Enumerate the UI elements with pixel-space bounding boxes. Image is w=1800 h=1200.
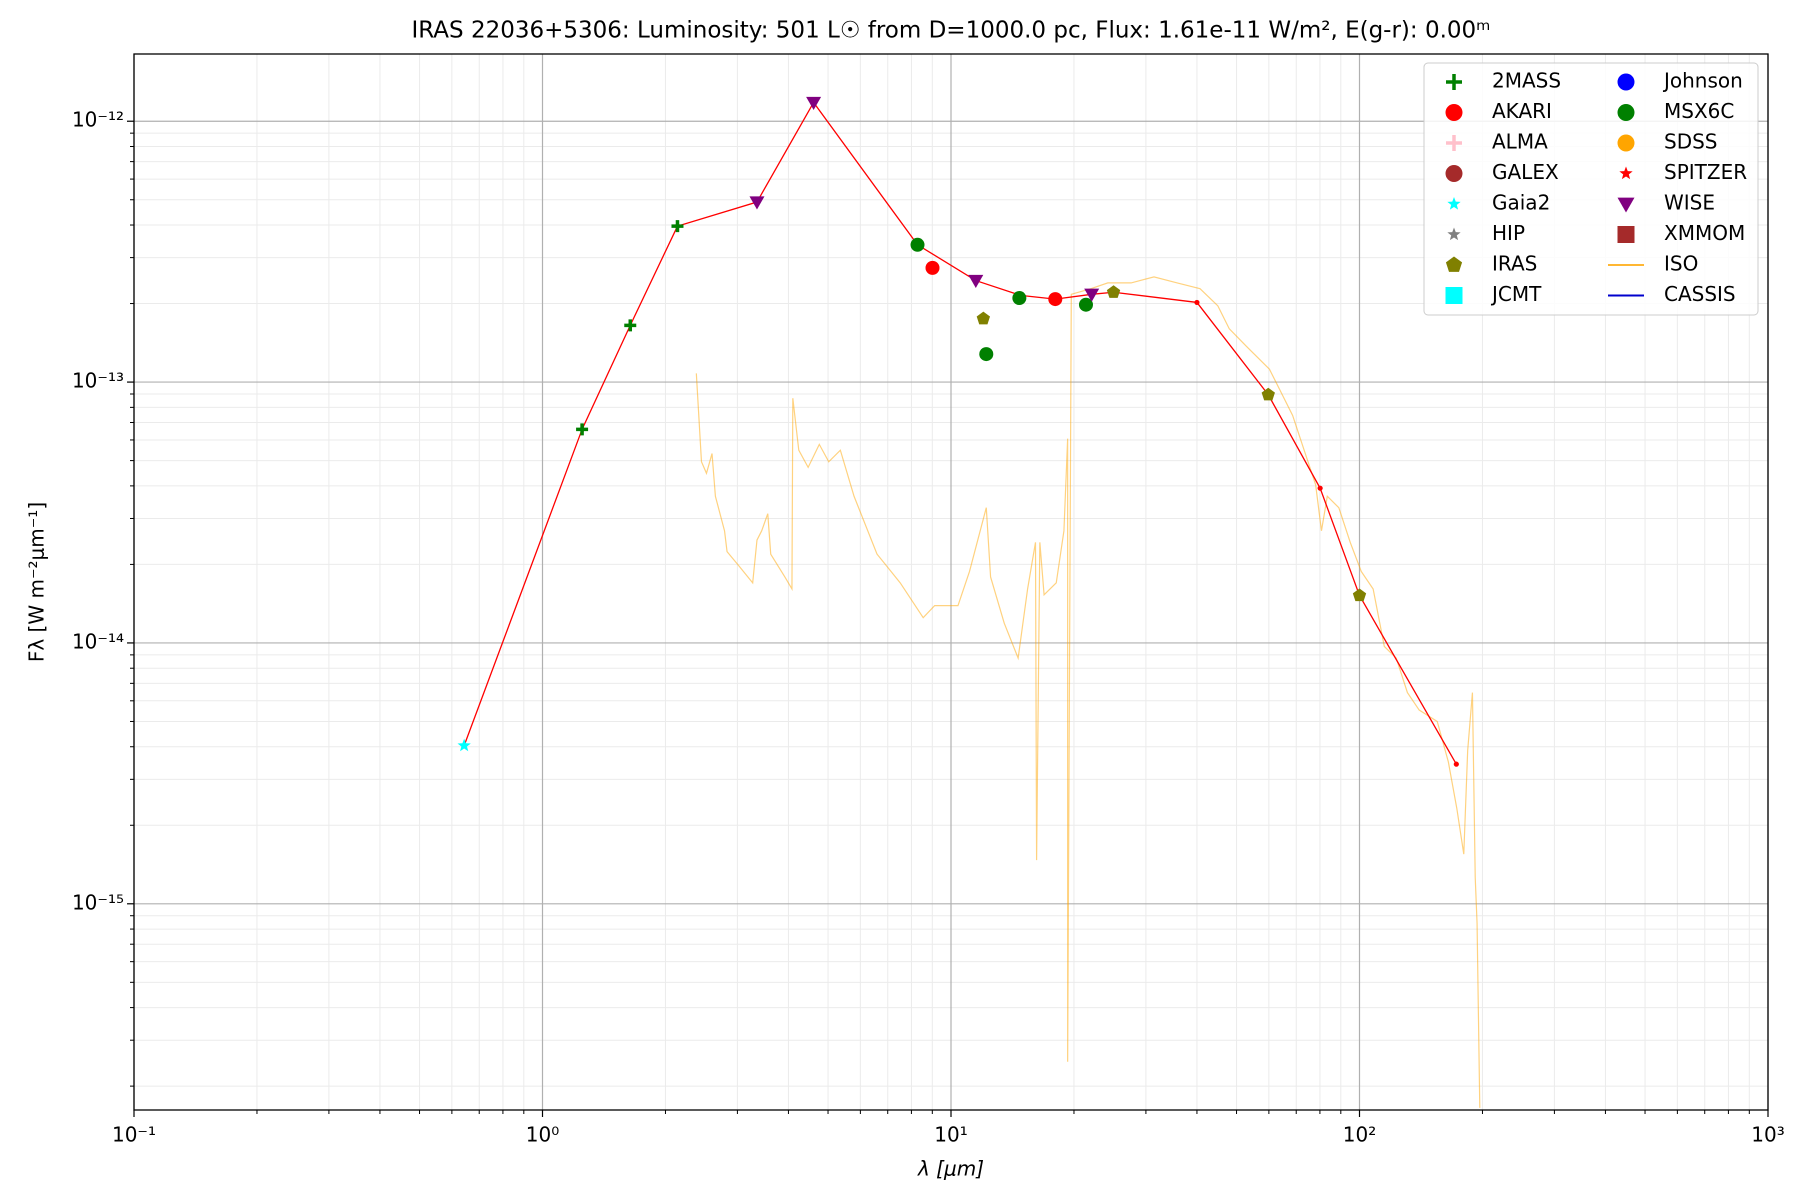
data-point xyxy=(925,260,940,275)
legend-marker xyxy=(1617,197,1635,213)
legend-label: HIP xyxy=(1492,221,1525,245)
legend-marker xyxy=(1446,135,1462,151)
data-point xyxy=(806,96,822,110)
legend-marker xyxy=(1447,227,1461,241)
data-point xyxy=(1352,588,1367,602)
x-tick-label: 10⁻¹ xyxy=(112,1123,156,1147)
sed-point xyxy=(1317,485,1323,491)
data-point xyxy=(1012,291,1027,306)
legend-marker xyxy=(1445,165,1463,182)
legend-marker xyxy=(1447,197,1461,210)
data-point xyxy=(749,196,765,210)
legend-label: SPITZER xyxy=(1664,160,1747,184)
sed-point xyxy=(1453,761,1459,767)
legend-label: CASSIS xyxy=(1664,282,1736,306)
legend-label: MSX6C xyxy=(1664,99,1734,123)
legend-marker xyxy=(1617,226,1635,243)
legend-label: Johnson xyxy=(1662,69,1743,93)
y-axis-label: Fλ [W m⁻²μm⁻¹] xyxy=(25,502,49,662)
grid xyxy=(133,54,1769,1110)
y-tick-label: 10⁻¹⁵ xyxy=(72,890,124,914)
spectrum-line xyxy=(695,276,1481,1108)
data-point xyxy=(457,738,471,752)
sed-point xyxy=(1194,299,1200,306)
data-point xyxy=(910,237,925,252)
data-point xyxy=(1048,292,1063,307)
data-point xyxy=(1078,297,1093,312)
legend-label: IRAS xyxy=(1492,252,1537,276)
legend-label: JCMT xyxy=(1490,282,1542,306)
plot-frame xyxy=(133,53,1769,1111)
legend-marker xyxy=(1445,256,1463,272)
x-tick-label: 10⁰ xyxy=(526,1123,559,1147)
legend-label: ALMA xyxy=(1492,130,1548,154)
legend-marker xyxy=(1617,73,1635,91)
data-point xyxy=(1261,387,1275,401)
x-tick-label: 10³ xyxy=(1751,1123,1784,1147)
legend-label: XMMOM xyxy=(1664,221,1745,245)
plot-area xyxy=(457,96,1481,1108)
legend-label: WISE xyxy=(1664,191,1715,215)
data-point xyxy=(976,311,990,325)
data-point xyxy=(671,220,684,233)
y-tick-label: 10⁻¹³ xyxy=(72,369,124,393)
data-point xyxy=(576,423,589,436)
legend-marker xyxy=(1446,74,1462,90)
legend-label: GALEX xyxy=(1492,160,1559,184)
data-point xyxy=(968,274,984,289)
legend-label: SDSS xyxy=(1664,130,1718,154)
legend-marker xyxy=(1617,134,1635,152)
legend-marker xyxy=(1617,104,1635,121)
x-tick-label: 10² xyxy=(1343,1123,1376,1147)
legend-marker xyxy=(1445,287,1463,304)
data-point xyxy=(979,347,994,362)
legend: 2MASS AKARI ALMA GALEX Gaia2 HIP IRAS JCMT Johns… xyxy=(1423,62,1759,316)
legend-label: ISO xyxy=(1664,252,1698,276)
legend-marker xyxy=(1619,166,1633,180)
legend-label: Gaia2 xyxy=(1492,191,1550,215)
chart-title: IRAS 22036+5306: Luminosity: 501 L☉ from… xyxy=(411,18,1490,44)
data-point xyxy=(624,319,637,332)
x-tick-label: 10¹ xyxy=(934,1123,967,1147)
data-point xyxy=(1106,285,1121,298)
legend-label: AKARI xyxy=(1492,99,1552,123)
y-tick-label: 10⁻¹² xyxy=(72,108,124,132)
y-tick-label: 10⁻¹⁴ xyxy=(72,629,124,653)
legend-box xyxy=(1423,62,1759,316)
x-axis-label: λ [μm] xyxy=(917,1157,984,1181)
data-point xyxy=(1084,288,1100,302)
legend-label: 2MASS xyxy=(1492,69,1561,93)
legend-marker xyxy=(1445,104,1463,121)
